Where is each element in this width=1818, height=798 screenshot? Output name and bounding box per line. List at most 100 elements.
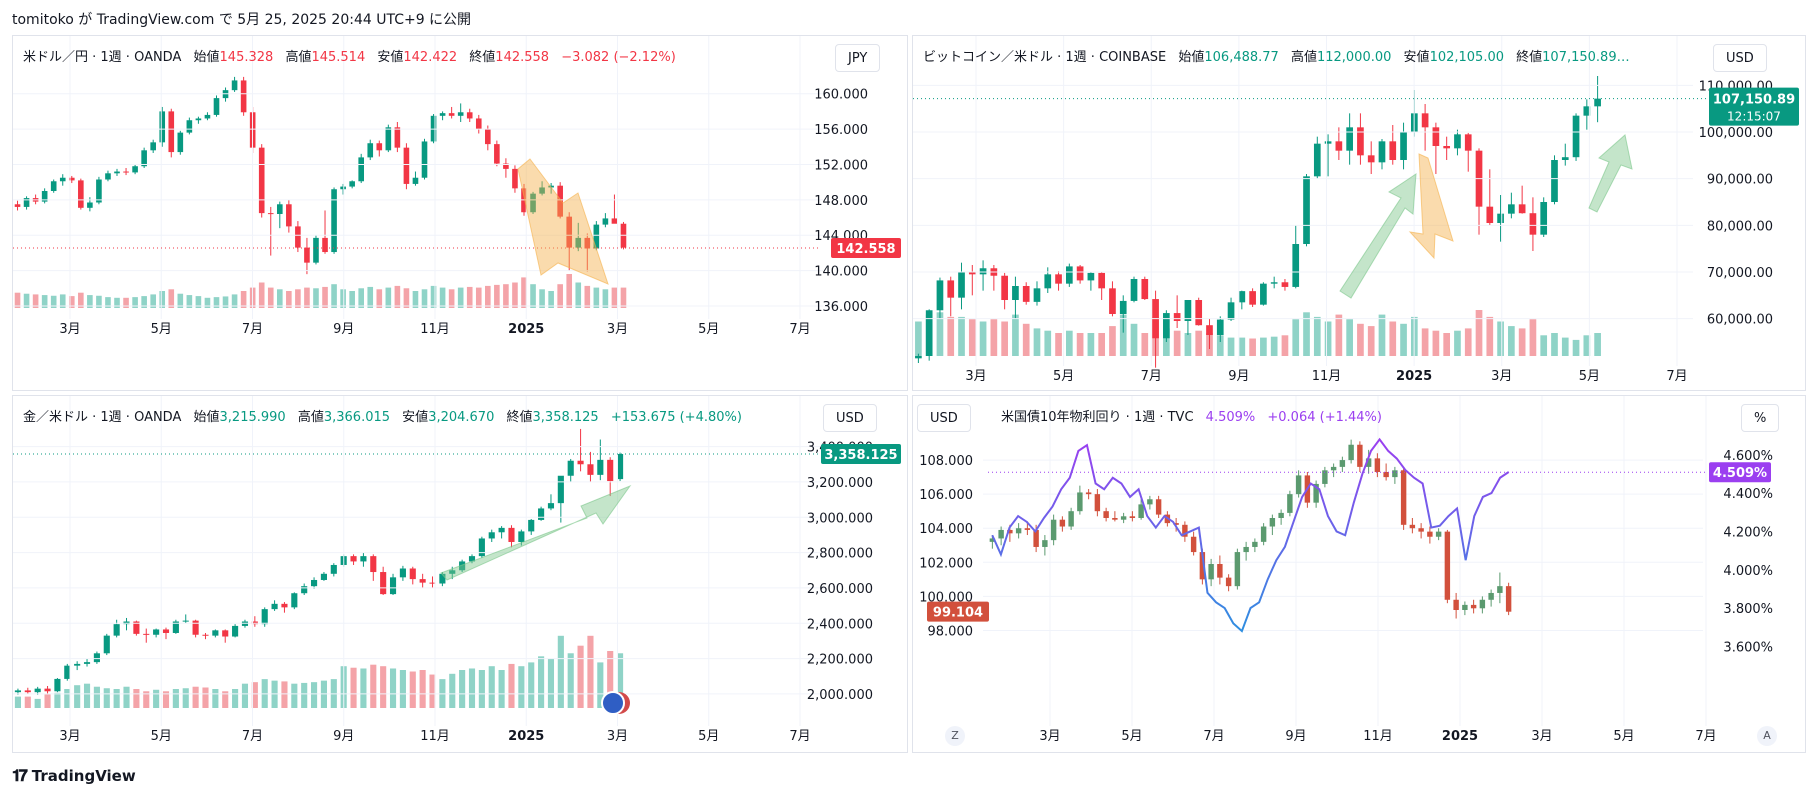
candle-body — [457, 112, 464, 116]
candle-body — [530, 193, 536, 213]
last-price-tag: 142.558 — [836, 242, 895, 257]
us10y-chart-svg[interactable]: 108.000 106.000 104.000 102.000 100.000 98.00… — [913, 396, 1806, 753]
volume-bar — [87, 295, 93, 308]
currency-unit-button[interactable]: USD — [823, 404, 877, 432]
candle-body — [1260, 526, 1267, 542]
volume-bar — [1119, 314, 1127, 356]
right-unit-button[interactable]: % — [1741, 404, 1780, 432]
candle-body — [240, 80, 247, 113]
legend-open: 3,215.990 — [219, 410, 286, 425]
volume-bar — [93, 686, 100, 708]
left-unit-button[interactable]: USD — [917, 404, 971, 432]
candle-body — [212, 630, 219, 636]
x-tick-label: 5月 — [151, 729, 172, 744]
volume-bar — [1540, 335, 1548, 356]
volume-bar — [212, 689, 219, 708]
auto-scale-button[interactable]: A — [1757, 726, 1777, 746]
volume-bar — [1475, 310, 1483, 356]
volume-bar — [1367, 326, 1375, 356]
volume-bar — [1130, 323, 1138, 356]
bar-countdown: 12:15:07 — [1727, 110, 1781, 124]
candle-body — [1129, 516, 1136, 518]
candle-body — [281, 603, 288, 608]
y-tick-label: 2,000.000 — [807, 688, 873, 703]
xauusd-chart-svg[interactable]: 3,400.0003,200.0003,000.0002,800.0002,60… — [13, 396, 908, 753]
volume-bar — [468, 668, 476, 708]
candle-body — [1383, 472, 1389, 478]
currency-unit-button[interactable]: USD — [1713, 44, 1767, 72]
candle-body — [271, 603, 278, 610]
candle-body — [1432, 127, 1440, 146]
currency-unit-button[interactable]: JPY — [835, 44, 881, 72]
volume-bar — [503, 284, 509, 308]
candle-body — [389, 577, 397, 595]
candle-body — [1374, 458, 1381, 472]
candle-body — [1024, 528, 1031, 530]
tradingview-logo[interactable]: 𝟏𝟕 TradingView — [12, 766, 136, 786]
candle-body — [1357, 444, 1363, 467]
candle-body — [1022, 286, 1030, 302]
volume-bar — [1454, 330, 1461, 356]
candle-body — [1488, 592, 1494, 600]
candle-body — [1324, 141, 1332, 144]
volume-bar — [457, 287, 464, 308]
y-tick-label: 136.000 — [814, 300, 868, 315]
candle-body — [83, 662, 91, 664]
candle-body — [597, 459, 604, 475]
yield-line — [991, 437, 1510, 633]
candle-body — [607, 459, 614, 482]
volume-bar — [607, 651, 614, 708]
volume-bar — [105, 297, 111, 308]
volume-bar — [1508, 326, 1515, 356]
candle-body — [1087, 272, 1095, 281]
btcusd-chart-svg[interactable]: 110,000.00100,000.0090,000.0080,000.0070… — [913, 36, 1806, 391]
x-tick-label: 3月 — [59, 322, 80, 337]
zoom-reset-button[interactable]: Z — [945, 726, 965, 746]
last-price-tag-bg — [821, 443, 901, 464]
candle-body — [394, 127, 401, 148]
volume-bar — [1173, 330, 1181, 356]
candle-body — [301, 586, 308, 594]
candle-body — [399, 568, 406, 578]
volume-bar — [399, 670, 406, 708]
candle-body — [232, 625, 239, 637]
volume-bar — [958, 316, 965, 356]
volume-bar — [291, 683, 298, 708]
chart-panel-btcusd[interactable]: 110,000.00 100,000.00 90,000.00 80,000.00 70… — [912, 35, 1806, 391]
candle-body — [1348, 444, 1354, 461]
volume-bar — [74, 685, 81, 708]
y-tick-label-left: 104.000 — [919, 522, 973, 537]
volume-bar — [349, 291, 355, 308]
candle-body — [1199, 552, 1206, 580]
candle-body — [448, 113, 455, 116]
candle-body — [168, 111, 175, 153]
legend-close-label: 終値 — [469, 50, 496, 65]
candle-body — [936, 280, 944, 311]
x-tick-label: 7月 — [1141, 369, 1162, 384]
candle-body — [1583, 106, 1591, 116]
volume-bar — [1389, 321, 1397, 356]
candle-body — [1292, 244, 1300, 287]
candle-body — [1012, 286, 1019, 300]
usdjpy-chart-svg[interactable]: 160.000156.000152.000148.000144.000140.0… — [13, 36, 908, 391]
candle-body — [1243, 546, 1249, 553]
candle-body — [611, 218, 618, 224]
legend-open: 145.328 — [219, 50, 274, 65]
candle-body — [1464, 134, 1472, 151]
candle-body — [1479, 599, 1486, 609]
volume-bar — [597, 662, 604, 708]
chart-panel-usdjpy[interactable]: 160.000 156.000 152.000 148.000 144.000 140.0… — [12, 35, 908, 391]
chart-panel-us10y[interactable]: 108.000 106.000 104.000 102.000 100.000 98.00… — [912, 395, 1806, 753]
candle-body — [979, 268, 987, 275]
chart-panel-xauusd[interactable]: 3,400.0003,200.0003,000.0002,800.0002,60… — [12, 395, 908, 753]
candle-body — [998, 529, 1004, 539]
y-tick-label: 100,000.00 — [1699, 126, 1773, 141]
trend-arrow-up-1 — [1339, 173, 1417, 299]
candle-body — [577, 460, 584, 465]
volume-bar — [968, 319, 976, 356]
volume-bar — [915, 321, 922, 356]
candle-body — [1112, 518, 1118, 520]
y-tick-label-left: 106.000 — [919, 488, 973, 503]
volume-bar — [566, 274, 573, 308]
volume-bar — [295, 289, 301, 308]
